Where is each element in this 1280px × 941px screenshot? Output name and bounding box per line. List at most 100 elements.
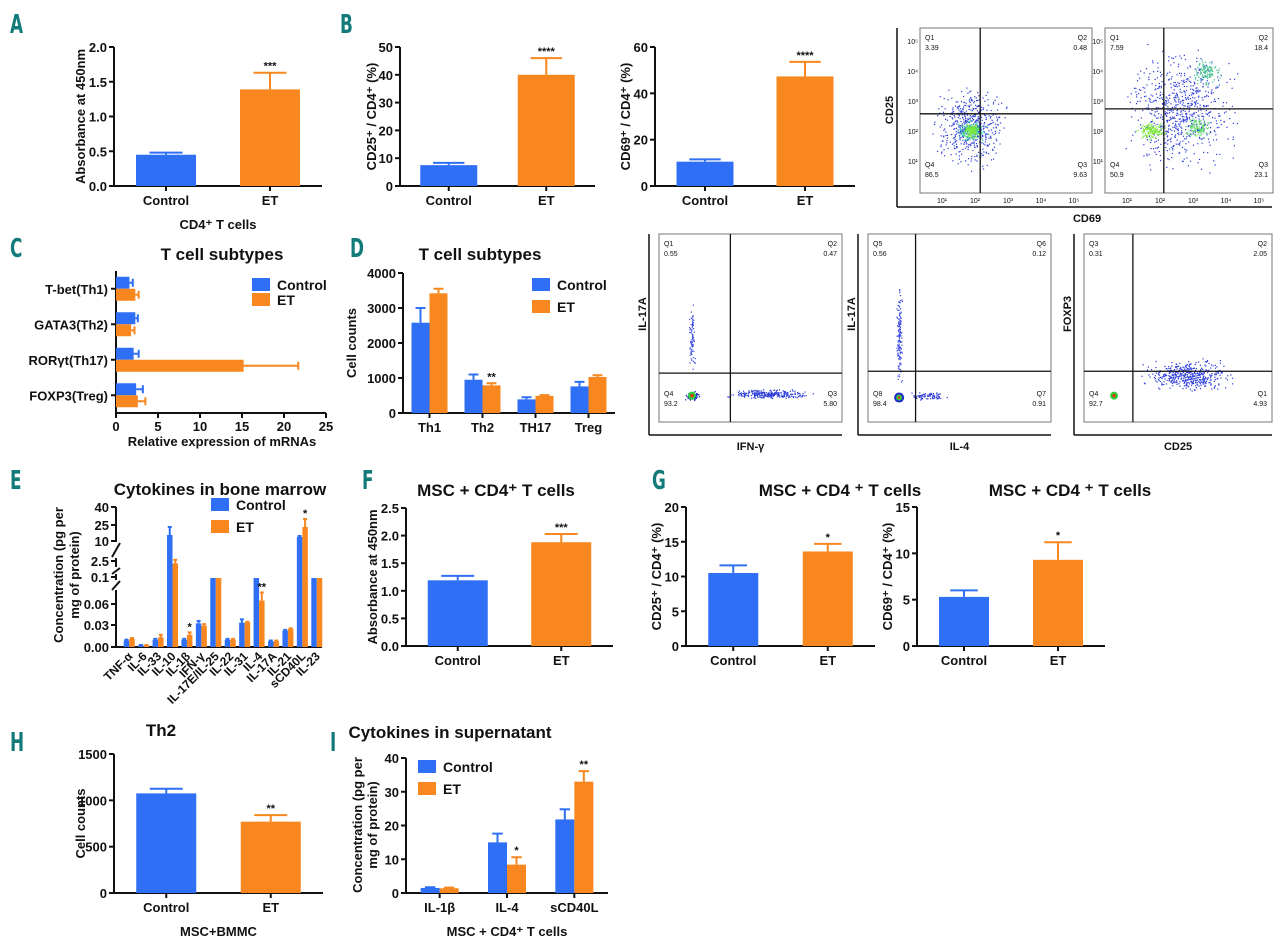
y-tick-label: 10: [385, 852, 399, 867]
flow-event: [1129, 101, 1131, 103]
flow-event: [975, 119, 977, 122]
flow-event: [1160, 75, 1162, 77]
flow-event: [993, 142, 995, 144]
flow-event: [1170, 140, 1172, 143]
flow-event: [966, 135, 968, 137]
flow-event: [994, 130, 997, 133]
flow-event: [1195, 120, 1197, 122]
flow-event: [1200, 72, 1202, 74]
flow-event: [923, 393, 926, 395]
flow-event: [1139, 77, 1141, 79]
flow-event: [1168, 365, 1170, 368]
flow-event: [692, 357, 694, 359]
flow-event: [1161, 102, 1164, 105]
flow-event: [1195, 124, 1198, 126]
bar-control-il-4: [488, 842, 507, 893]
flow-event: [1207, 70, 1209, 72]
flow-event: [1173, 380, 1175, 382]
flow-event: [1207, 124, 1209, 126]
flow-event: [956, 147, 958, 149]
flow-event: [1210, 67, 1212, 69]
flow-event: [1201, 133, 1203, 135]
flow-event: [1143, 129, 1145, 131]
legend-label-control: Control: [557, 277, 607, 293]
flow-event: [1211, 70, 1213, 72]
flow-event: [1158, 113, 1160, 115]
flow-event: [755, 392, 757, 394]
flow-event: [1139, 100, 1141, 102]
flow-event: [1136, 96, 1138, 98]
flow-event: [1142, 87, 1144, 89]
y-tick-label: 20: [665, 500, 679, 515]
flow-event: [896, 347, 898, 349]
flow-event: [897, 341, 899, 343]
flow-event: [1188, 110, 1190, 113]
flow-event: [1169, 119, 1171, 121]
flow-event: [1185, 117, 1188, 119]
flow-event: [1202, 129, 1204, 131]
flow-event: [1232, 138, 1234, 141]
flow-event: [747, 392, 749, 394]
flow-event: [1200, 369, 1202, 371]
flow-event: [1194, 68, 1196, 70]
flow-event: [1169, 112, 1171, 114]
flow-event: [944, 128, 946, 130]
flow-event: [939, 96, 941, 98]
chart-title: MSC + CD4 ⁺ T cells: [759, 481, 922, 500]
flow-event: [1176, 368, 1178, 370]
flow-event: [1210, 101, 1212, 103]
flow-event: [1175, 363, 1177, 365]
flow-event: [769, 390, 771, 392]
quadrant-name: Q4: [1089, 391, 1098, 398]
flow-event: [689, 362, 691, 364]
flow-event: [966, 122, 968, 124]
flow-event: [941, 124, 943, 126]
quadrant-name: Q2: [1078, 35, 1087, 42]
flow-event: [785, 395, 788, 397]
flow-event: [1189, 388, 1192, 390]
flow-event: [972, 126, 975, 128]
flow-event: [1186, 85, 1188, 88]
y-tick-label: 10: [379, 151, 393, 166]
flow-event: [1187, 105, 1189, 107]
flow-event: [1182, 160, 1184, 163]
y-axis-label: Concentration (pg per: [350, 757, 365, 893]
flow-event: [1157, 387, 1160, 389]
flow-event: [770, 395, 772, 397]
flow-event: [1203, 71, 1205, 73]
flow-event: [1213, 380, 1216, 383]
flow-event: [1213, 387, 1215, 389]
flow-event: [924, 395, 926, 398]
flow-event: [1176, 110, 1178, 112]
flow-event: [947, 147, 949, 150]
flow-event: [1220, 74, 1222, 76]
flow-event: [691, 344, 693, 346]
flow-event: [1147, 133, 1150, 135]
quadrant-name: Q1: [1110, 35, 1119, 42]
flow-event: [1185, 90, 1187, 92]
flow-event: [960, 130, 962, 132]
flow-event: [1158, 126, 1160, 128]
y-tick-label: 4000: [367, 266, 396, 281]
flow-event: [981, 106, 983, 109]
flow-event: [694, 398, 696, 400]
flow-event: [969, 134, 972, 136]
flow-event: [898, 329, 901, 331]
flow-event: [973, 138, 975, 141]
flow-event: [959, 118, 961, 120]
flow-event: [1209, 131, 1212, 133]
flow-event: [1203, 65, 1205, 67]
significance-label: ***: [264, 61, 278, 73]
flow-event: [789, 396, 791, 398]
flow-event: [794, 390, 796, 392]
flow-event: [1161, 80, 1163, 83]
flow-event: [1152, 373, 1154, 375]
flow-event: [932, 394, 934, 396]
flow-event: [1192, 132, 1194, 134]
flow-event: [1192, 381, 1195, 383]
flow-event: [1148, 76, 1150, 78]
flow-event: [1201, 367, 1203, 369]
flow-event: [1182, 118, 1184, 120]
flow-event: [990, 115, 992, 118]
